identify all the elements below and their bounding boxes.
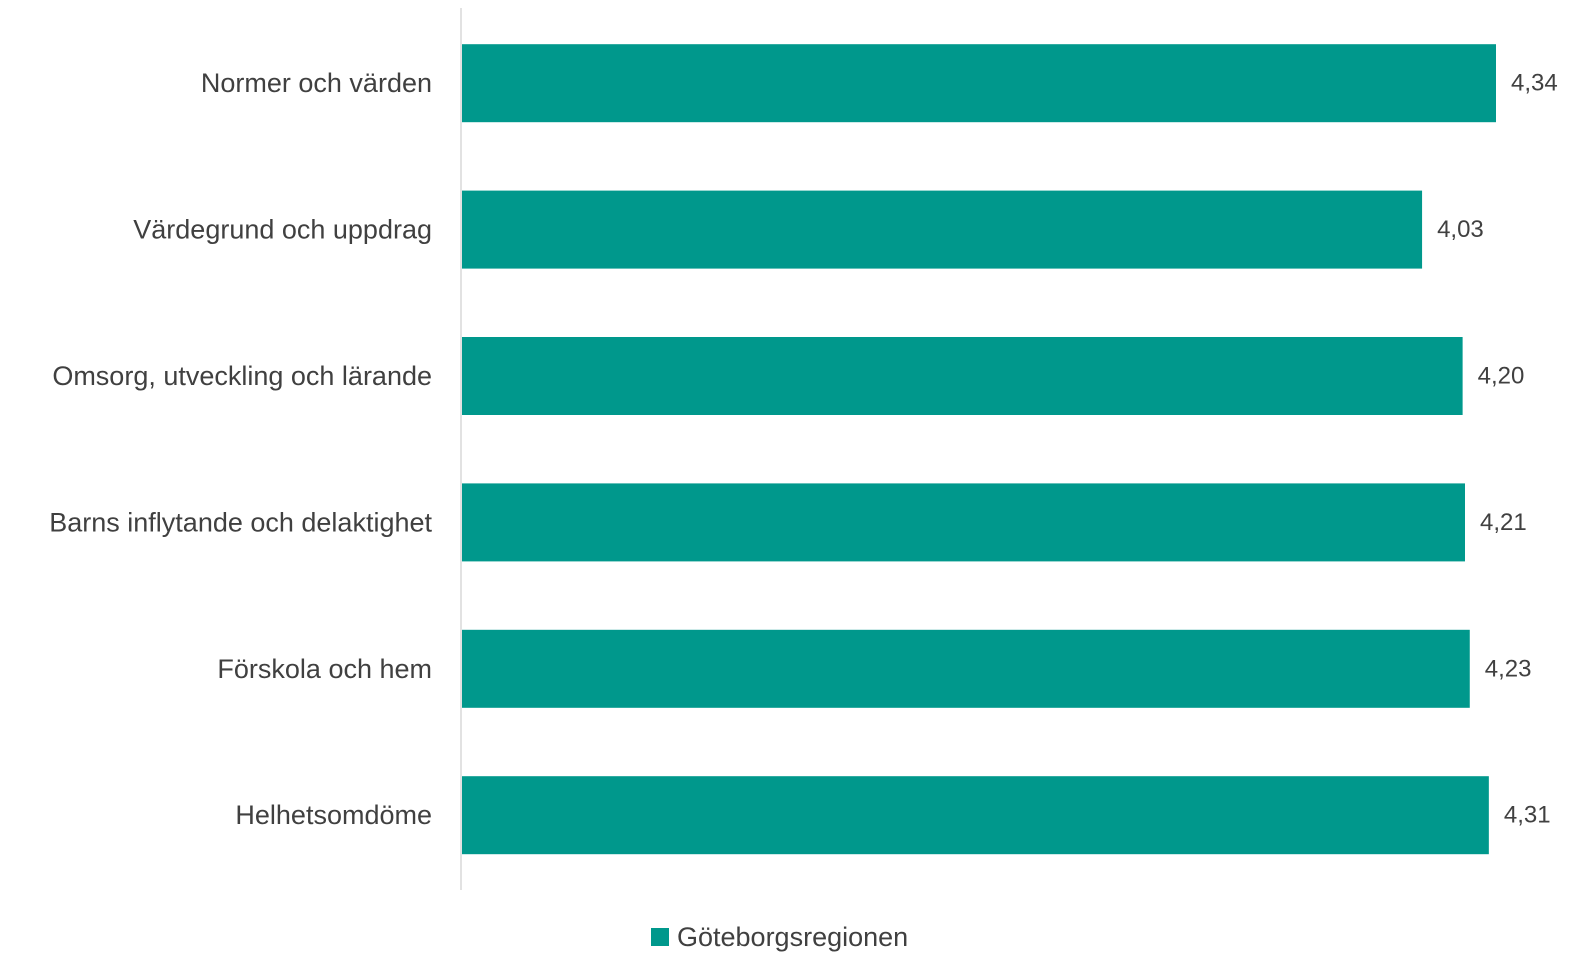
bar (462, 337, 1463, 415)
bar (462, 629, 1470, 708)
bar (462, 190, 1423, 269)
data-label: 4,23 (1485, 655, 1532, 682)
data-label: 4,31 (1504, 802, 1551, 829)
labels-layer: Normer och värden 4,34 Värdegrund och uppd… (49, 68, 1557, 830)
category-label: Normer och värden (201, 68, 432, 98)
category-label: Helhetsomdöme (235, 800, 432, 830)
data-label: 4,03 (1437, 216, 1484, 243)
category-label: Barns inflytande och delaktighet (49, 507, 432, 537)
bars-layer (462, 44, 1496, 855)
legend-label: Göteborgsregionen (677, 922, 908, 952)
category-label: Värdegrund och uppdrag (133, 215, 432, 245)
legend: Göteborgsregionen (651, 922, 908, 952)
legend-swatch (651, 928, 669, 946)
bar (462, 44, 1496, 123)
data-label: 4,20 (1478, 363, 1525, 390)
category-label: Omsorg, utveckling och lärande (52, 361, 432, 391)
bar (462, 776, 1489, 855)
data-label: 4,21 (1480, 509, 1527, 536)
bar (462, 483, 1465, 562)
data-label: 4,34 (1511, 70, 1558, 97)
category-label: Förskola och hem (217, 654, 432, 684)
